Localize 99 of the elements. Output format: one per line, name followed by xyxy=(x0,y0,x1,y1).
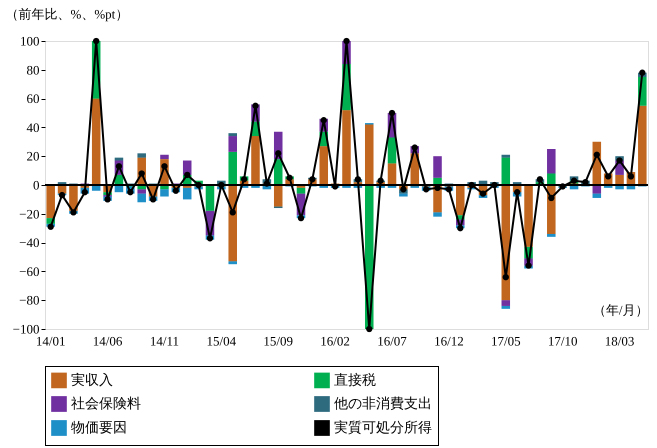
point xyxy=(480,190,486,197)
point xyxy=(525,262,532,269)
bar xyxy=(592,194,602,198)
bar xyxy=(502,306,510,309)
point xyxy=(354,176,362,182)
point xyxy=(514,189,520,196)
bar xyxy=(399,194,408,197)
x-tick-label: 14/11 xyxy=(150,334,180,348)
bar xyxy=(433,212,442,217)
point xyxy=(127,189,134,196)
x-tick-label: 18/03 xyxy=(604,334,634,348)
bar xyxy=(296,188,306,194)
bar xyxy=(228,136,237,152)
bar xyxy=(160,154,169,160)
bar xyxy=(502,300,510,306)
point xyxy=(388,110,396,116)
bar xyxy=(228,133,237,136)
point xyxy=(560,183,566,190)
point xyxy=(400,186,407,192)
point xyxy=(639,70,646,76)
y-tick-label: −80 xyxy=(19,292,40,308)
point xyxy=(93,38,100,44)
point xyxy=(468,182,475,188)
y-tick-label: −100 xyxy=(12,322,40,336)
point xyxy=(298,214,304,222)
bar xyxy=(228,152,237,185)
bar xyxy=(92,98,100,185)
x-axis-title: （年/月） xyxy=(592,302,648,318)
point xyxy=(457,225,464,232)
bar xyxy=(46,185,55,218)
bar xyxy=(342,110,351,185)
bar xyxy=(319,146,328,185)
point xyxy=(264,180,270,187)
bar xyxy=(137,189,146,194)
y-tick-label: 100 xyxy=(20,34,40,48)
legend-label: 他の非消費支出 xyxy=(334,396,432,412)
point xyxy=(502,274,509,280)
point xyxy=(320,117,327,124)
y-axis-title: （前年比、%、%pt） xyxy=(6,6,128,22)
x-tick-label: 16/07 xyxy=(377,334,408,348)
x-tick-label: 15/04 xyxy=(206,334,237,348)
point xyxy=(570,178,578,184)
bar xyxy=(364,124,374,185)
bar xyxy=(456,185,465,216)
bar xyxy=(274,185,282,207)
point xyxy=(412,144,418,151)
bar xyxy=(160,189,169,197)
point xyxy=(230,209,236,216)
bar xyxy=(638,106,647,185)
bar xyxy=(137,194,146,202)
bar xyxy=(182,188,192,200)
bar xyxy=(137,153,146,158)
x-tick-label: 14/01 xyxy=(36,334,66,348)
y-tick-label: 80 xyxy=(26,62,40,78)
point xyxy=(616,157,623,164)
point xyxy=(275,150,282,156)
point xyxy=(161,163,168,170)
y-tick-label: 0 xyxy=(33,178,40,192)
point xyxy=(252,102,259,109)
legend-label: 実収入 xyxy=(71,372,113,388)
bar xyxy=(547,234,556,237)
bar xyxy=(114,158,124,161)
point xyxy=(218,182,225,188)
point xyxy=(343,38,350,44)
legend-label: 直接税 xyxy=(334,372,376,388)
legend-label: 実質可処分所得 xyxy=(334,420,432,436)
bar xyxy=(206,185,214,211)
bar xyxy=(547,149,556,174)
x-tick-label: 17/05 xyxy=(490,334,521,348)
bar xyxy=(251,136,260,185)
y-tick-label: 20 xyxy=(26,148,40,164)
point xyxy=(58,192,66,198)
bar xyxy=(388,163,396,185)
legend-label: 社会保険料 xyxy=(71,396,141,412)
bar xyxy=(388,137,396,164)
y-tick-label: −60 xyxy=(19,264,40,279)
y-tick-label: −20 xyxy=(19,206,40,222)
bar xyxy=(433,156,442,178)
x-tick-label: 15/09 xyxy=(263,334,294,348)
point xyxy=(195,182,202,188)
point xyxy=(377,178,384,184)
x-tick-label: 16/12 xyxy=(434,334,464,348)
x-tick-label: 17/10 xyxy=(548,334,578,348)
point xyxy=(491,182,498,188)
bar xyxy=(547,173,556,185)
point xyxy=(594,152,600,158)
x-tick-label: 14/06 xyxy=(92,334,123,348)
point xyxy=(48,224,54,230)
y-tick-label: −40 xyxy=(19,235,40,250)
legend-label: 物価要因 xyxy=(71,420,127,436)
y-tick-label: 40 xyxy=(26,120,40,135)
bar xyxy=(502,158,510,185)
y-tick-label: 60 xyxy=(26,91,40,106)
x-tick-label: 16/02 xyxy=(320,334,350,348)
point xyxy=(536,176,544,182)
point xyxy=(309,176,316,182)
point xyxy=(548,194,554,202)
point xyxy=(184,172,190,178)
point xyxy=(366,326,372,332)
